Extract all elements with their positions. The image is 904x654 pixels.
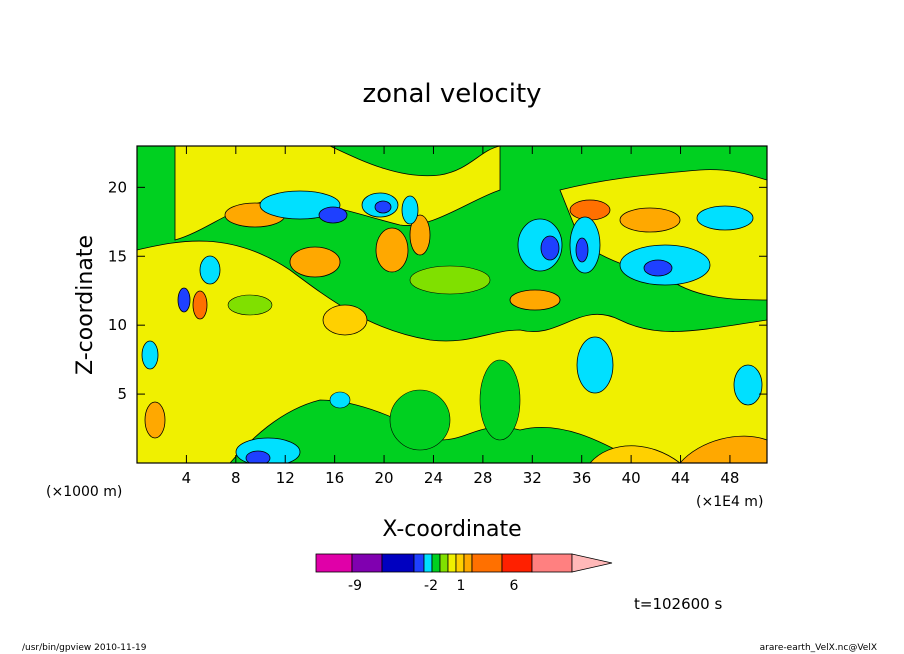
x-tick-label: 32 bbox=[523, 469, 542, 487]
colorbar-swatch bbox=[501, 553, 533, 573]
x-tick-label: 28 bbox=[473, 469, 492, 487]
colorbar-swatch bbox=[315, 553, 353, 573]
x-tick-label: 20 bbox=[375, 469, 394, 487]
colorbar-swatch bbox=[439, 553, 449, 573]
x-axis-label: X-coordinate bbox=[382, 517, 521, 542]
footer-right: arare-earth_VelX.nc@VelX bbox=[760, 643, 877, 653]
colorbar-swatch bbox=[531, 553, 573, 573]
x-tick-label: 24 bbox=[424, 469, 443, 487]
y-tick-label: 10 bbox=[108, 316, 127, 334]
colorbar-label: -9 bbox=[348, 578, 362, 594]
footer-left: /usr/bin/gpview 2010-11-19 bbox=[22, 643, 147, 653]
y-axis-label: Z-coordinate bbox=[73, 235, 98, 375]
x-axis-unit-left: (×1000 m) bbox=[46, 484, 122, 500]
colorbar-swatch bbox=[471, 553, 503, 573]
x-tick-label: 8 bbox=[231, 469, 241, 487]
colorbar-swatch bbox=[413, 553, 425, 573]
colorbar-arrow bbox=[571, 553, 613, 573]
colorbar-swatch bbox=[463, 553, 473, 573]
y-axis: 5 10 15 20 bbox=[108, 178, 767, 403]
colorbar-label: -2 bbox=[424, 578, 438, 594]
y-tick-label: 15 bbox=[108, 247, 127, 265]
contour-field bbox=[137, 146, 767, 463]
chart-title: zonal velocity bbox=[362, 79, 541, 109]
colorbar-swatch bbox=[431, 553, 441, 573]
y-tick-label: 20 bbox=[108, 178, 127, 196]
colorbar-label: 6 bbox=[510, 578, 519, 594]
x-tick-label: 40 bbox=[622, 469, 641, 487]
x-axis: 4 8 12 16 20 24 28 32 36 40 44 48 bbox=[182, 146, 739, 487]
x-tick-label: 12 bbox=[276, 469, 295, 487]
colorbar-swatch bbox=[381, 553, 415, 573]
y-tick-label: 5 bbox=[117, 385, 127, 403]
colorbar-swatch bbox=[423, 553, 433, 573]
x-tick-label: 16 bbox=[325, 469, 344, 487]
x-tick-label: 44 bbox=[671, 469, 690, 487]
colorbar-swatch bbox=[455, 553, 465, 573]
x-tick-label: 48 bbox=[720, 469, 739, 487]
colorbar-labels: -9 -2 1 6 bbox=[348, 578, 519, 594]
time-label: t=102600 s bbox=[634, 595, 722, 613]
colorbar-label: 1 bbox=[457, 578, 466, 594]
colorbar-swatch bbox=[351, 553, 383, 573]
colorbar-swatch bbox=[447, 553, 457, 573]
x-tick-label: 36 bbox=[572, 469, 591, 487]
x-tick-label: 4 bbox=[182, 469, 192, 487]
plot-frame bbox=[136, 145, 768, 464]
colorbar bbox=[315, 553, 613, 573]
x-axis-unit-right: (×1E4 m) bbox=[696, 494, 763, 510]
